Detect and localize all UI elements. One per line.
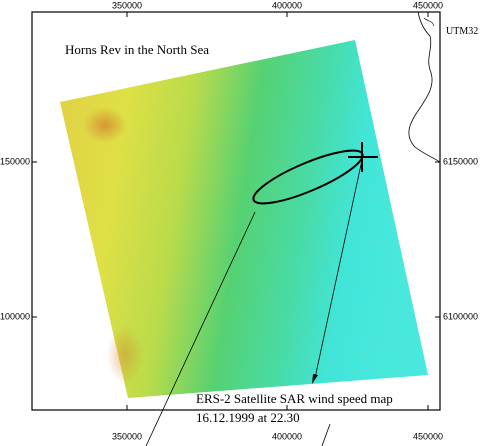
x-tick-label: 450000	[413, 0, 443, 10]
arrow-head	[312, 374, 318, 384]
x-tick-label: 450000	[413, 431, 443, 441]
y-tick-label: 6150000	[0, 156, 30, 166]
caption-line: 16.12.1999 at 22.30	[196, 410, 300, 425]
caption-line: ERS-2 Satellite SAR wind speed map	[196, 391, 393, 406]
projection-label: UTM32	[446, 26, 478, 37]
map-title: Horns Rev in the North Sea	[65, 42, 209, 57]
x-tick-label: 350000	[112, 0, 142, 10]
x-tick-label: 400000	[272, 431, 302, 441]
leader-line	[314, 159, 363, 379]
leader-line	[321, 423, 331, 446]
x-tick-label: 350000	[112, 431, 142, 441]
sar-texture	[60, 40, 428, 398]
x-tick-label: 400000	[272, 0, 302, 10]
y-tick-label: 6150000	[443, 156, 478, 166]
leader-line	[145, 211, 256, 446]
coastline	[423, 17, 435, 27]
map-frame	[31, 11, 441, 411]
y-tick-label: 6100000	[0, 311, 30, 321]
coastline	[408, 11, 441, 163]
y-tick-label: 6100000	[443, 311, 478, 321]
